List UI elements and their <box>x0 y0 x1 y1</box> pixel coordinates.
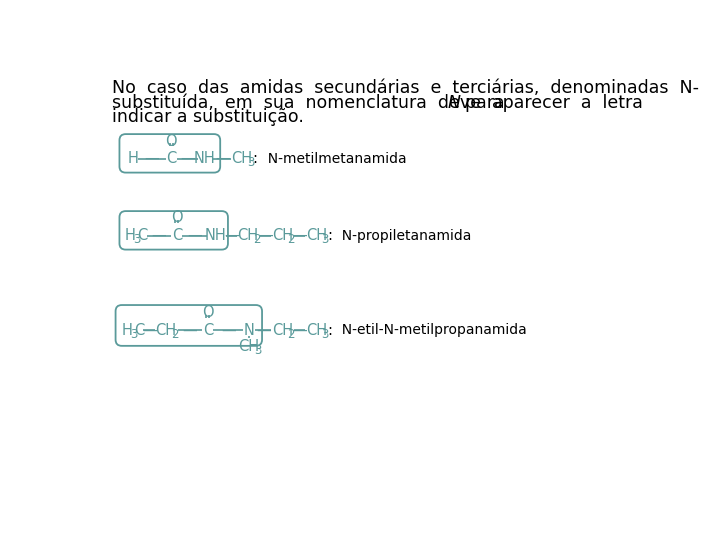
Text: —: — <box>152 228 166 243</box>
Text: C: C <box>134 323 144 338</box>
Text: No  caso  das  amidas  secundárias  e  terciárias,  denominadas  N-: No caso das amidas secundárias e terciár… <box>112 79 698 97</box>
Text: CH: CH <box>271 323 293 338</box>
Text: O: O <box>171 210 183 225</box>
Text: O: O <box>166 133 177 148</box>
Text: 2: 2 <box>287 328 294 341</box>
Text: CH: CH <box>231 151 253 166</box>
Text: N-metilmetanamida: N-metilmetanamida <box>259 152 407 166</box>
Text: C: C <box>171 228 182 243</box>
Text: 3: 3 <box>321 233 328 246</box>
Text: H: H <box>127 151 138 166</box>
Text: 3: 3 <box>130 328 137 341</box>
Text: —: — <box>142 322 157 338</box>
Text: N: N <box>447 93 460 112</box>
Text: —: — <box>258 228 273 243</box>
Text: CH: CH <box>238 228 258 243</box>
Text: CH: CH <box>306 323 327 338</box>
Text: :: : <box>253 151 258 166</box>
Text: N-propiletanamida: N-propiletanamida <box>333 229 472 243</box>
Text: 3: 3 <box>253 344 261 357</box>
Text: NH: NH <box>204 228 226 243</box>
Text: —: — <box>183 322 197 338</box>
Text: NH: NH <box>194 151 215 166</box>
Text: —: — <box>292 228 307 243</box>
Text: para: para <box>454 93 505 112</box>
Text: N: N <box>243 323 254 338</box>
Text: :: : <box>327 323 332 338</box>
Text: C: C <box>137 228 147 243</box>
Text: —: — <box>224 228 239 243</box>
Text: CH: CH <box>156 323 176 338</box>
Text: substituída,  em  sua  nomenclatura  deve  aparecer  a  letra: substituída, em sua nomenclatura deve ap… <box>112 93 654 112</box>
Text: CH: CH <box>306 228 327 243</box>
Text: 3: 3 <box>247 156 254 169</box>
Text: —: — <box>180 151 194 166</box>
Text: CH: CH <box>271 228 293 243</box>
Text: 2: 2 <box>171 328 179 341</box>
Text: —: — <box>221 322 235 338</box>
Text: H: H <box>125 228 136 243</box>
Text: 2: 2 <box>287 233 294 246</box>
Text: —: — <box>215 151 230 166</box>
Text: 3: 3 <box>132 233 140 246</box>
Text: :: : <box>327 228 332 243</box>
Text: H: H <box>122 323 132 338</box>
Text: C: C <box>202 323 213 338</box>
Text: —: — <box>187 228 202 243</box>
Text: 3: 3 <box>321 328 328 341</box>
Text: C: C <box>166 151 176 166</box>
Text: indicar a substituição.: indicar a substituição. <box>112 108 304 126</box>
Text: —: — <box>145 151 159 166</box>
Text: O: O <box>202 305 214 320</box>
Text: N-etil-N-metilpropanamida: N-etil-N-metilpropanamida <box>333 323 527 338</box>
Text: —: — <box>256 322 271 338</box>
Text: CH: CH <box>238 339 259 354</box>
Text: —: — <box>292 322 307 338</box>
Text: 2: 2 <box>253 233 261 246</box>
